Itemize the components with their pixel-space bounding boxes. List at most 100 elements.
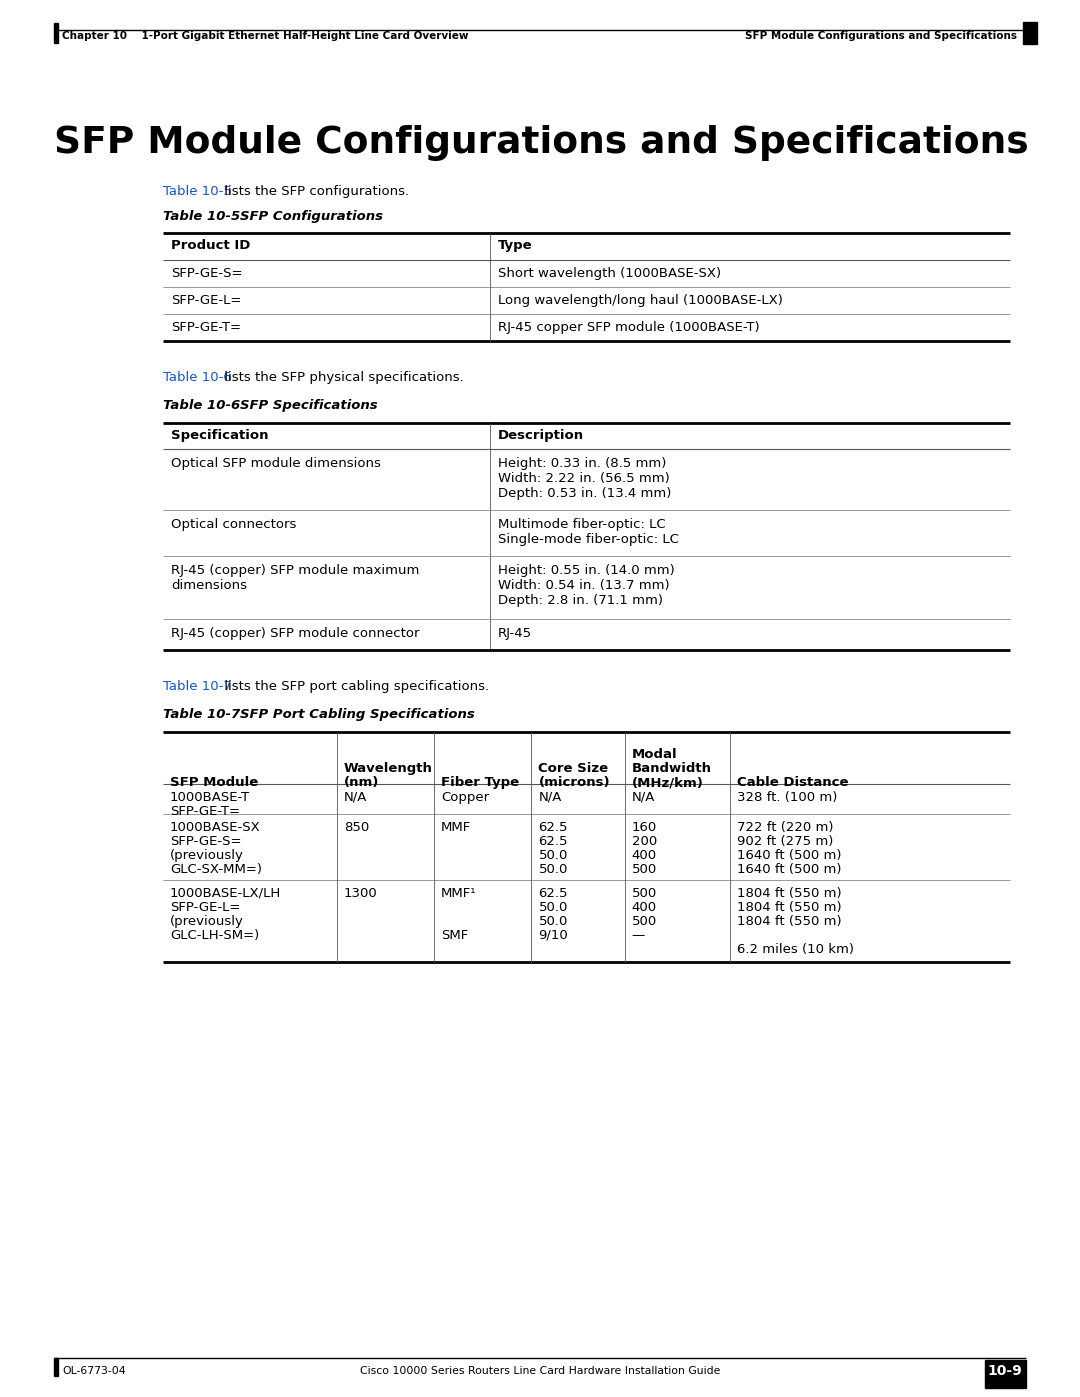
Text: Bandwidth: Bandwidth (632, 761, 712, 775)
Text: 400: 400 (632, 901, 657, 914)
Text: N/A: N/A (343, 791, 367, 805)
Text: Specification: Specification (171, 429, 269, 441)
Text: Modal: Modal (632, 747, 677, 761)
Text: Single-mode fiber-optic: LC: Single-mode fiber-optic: LC (498, 534, 679, 546)
Text: Width: 0.54 in. (13.7 mm): Width: 0.54 in. (13.7 mm) (498, 578, 670, 592)
Text: N/A: N/A (632, 791, 654, 805)
Text: 500: 500 (632, 863, 657, 876)
Text: MMF: MMF (441, 821, 471, 834)
Text: Short wavelength (1000BASE-SX): Short wavelength (1000BASE-SX) (498, 267, 721, 279)
Text: 1300: 1300 (343, 887, 377, 900)
Text: 62.5: 62.5 (539, 887, 568, 900)
Text: SFP Module Configurations and Specifications: SFP Module Configurations and Specificat… (745, 31, 1017, 41)
Text: SFP Port Cabling Specifications: SFP Port Cabling Specifications (240, 708, 475, 721)
Text: Multimode fiber-optic: LC: Multimode fiber-optic: LC (498, 518, 665, 531)
Text: Table 10-5: Table 10-5 (163, 184, 232, 198)
Text: GLC-SX-MM=): GLC-SX-MM=) (170, 863, 262, 876)
Text: N/A: N/A (539, 791, 562, 805)
Text: 50.0: 50.0 (539, 915, 568, 928)
Text: 328 ft. (100 m): 328 ft. (100 m) (738, 791, 838, 805)
Text: Table 10-6: Table 10-6 (163, 400, 240, 412)
Text: Wavelength: Wavelength (343, 761, 432, 775)
Text: Type: Type (498, 239, 532, 251)
Text: Product ID: Product ID (171, 239, 251, 251)
Text: Copper: Copper (441, 791, 489, 805)
Text: lists the SFP port cabling specifications.: lists the SFP port cabling specification… (220, 680, 489, 693)
Text: 50.0: 50.0 (539, 901, 568, 914)
Text: GLC-LH-SM=): GLC-LH-SM=) (170, 929, 259, 942)
Text: 9/10: 9/10 (539, 929, 568, 942)
Text: SFP-GE-T=: SFP-GE-T= (170, 805, 240, 819)
Text: SMF: SMF (441, 929, 469, 942)
Text: Table 10-5: Table 10-5 (163, 210, 240, 224)
Text: RJ-45: RJ-45 (498, 627, 532, 640)
Text: Core Size: Core Size (539, 761, 608, 775)
Text: 6.2 miles (10 km): 6.2 miles (10 km) (738, 943, 854, 956)
Text: 62.5: 62.5 (539, 835, 568, 848)
Text: Width: 2.22 in. (56.5 mm): Width: 2.22 in. (56.5 mm) (498, 472, 670, 485)
Bar (1023, 22, 1037, 43)
Text: MMF¹: MMF¹ (441, 887, 476, 900)
Text: 1640 ft (500 m): 1640 ft (500 m) (738, 849, 842, 862)
Text: (MHz/km): (MHz/km) (632, 775, 703, 789)
Text: 850: 850 (343, 821, 369, 834)
Text: SFP Specifications: SFP Specifications (240, 400, 378, 412)
Text: Table 10-7: Table 10-7 (163, 680, 232, 693)
Text: Table 10-7: Table 10-7 (163, 708, 240, 721)
Text: dimensions: dimensions (171, 578, 247, 592)
Text: Height: 0.55 in. (14.0 mm): Height: 0.55 in. (14.0 mm) (498, 564, 675, 577)
Text: SFP Module: SFP Module (170, 775, 258, 789)
Text: Depth: 0.53 in. (13.4 mm): Depth: 0.53 in. (13.4 mm) (498, 488, 672, 500)
Text: RJ-45 copper SFP module (1000BASE-T): RJ-45 copper SFP module (1000BASE-T) (498, 321, 759, 334)
Text: 1640 ft (500 m): 1640 ft (500 m) (738, 863, 842, 876)
Text: Fiber Type: Fiber Type (441, 775, 519, 789)
Text: (previously: (previously (170, 849, 244, 862)
Text: 1804 ft (550 m): 1804 ft (550 m) (738, 901, 842, 914)
Text: Depth: 2.8 in. (71.1 mm): Depth: 2.8 in. (71.1 mm) (498, 594, 663, 608)
Text: Long wavelength/long haul (1000BASE-LX): Long wavelength/long haul (1000BASE-LX) (498, 293, 783, 307)
Text: 62.5: 62.5 (539, 821, 568, 834)
Text: lists the SFP configurations.: lists the SFP configurations. (220, 184, 409, 198)
Text: lists the SFP physical specifications.: lists the SFP physical specifications. (220, 372, 463, 384)
Text: RJ-45 (copper) SFP module connector: RJ-45 (copper) SFP module connector (171, 627, 419, 640)
Text: (nm): (nm) (343, 775, 379, 789)
Bar (985, 1361, 1026, 1389)
Text: 10-9: 10-9 (987, 1363, 1023, 1377)
Text: 902 ft (275 m): 902 ft (275 m) (738, 835, 834, 848)
Text: Chapter 10    1-Port Gigabit Ethernet Half-Height Line Card Overview: Chapter 10 1-Port Gigabit Ethernet Half-… (62, 31, 469, 41)
Text: 400: 400 (632, 849, 657, 862)
Text: 722 ft (220 m): 722 ft (220 m) (738, 821, 834, 834)
Text: SFP Module Configurations and Specifications: SFP Module Configurations and Specificat… (54, 124, 1028, 161)
Text: SFP-GE-S=: SFP-GE-S= (170, 835, 242, 848)
Text: 1000BASE-SX: 1000BASE-SX (170, 821, 260, 834)
Text: 160: 160 (632, 821, 657, 834)
Text: 1804 ft (550 m): 1804 ft (550 m) (738, 915, 842, 928)
Text: 1804 ft (550 m): 1804 ft (550 m) (738, 887, 842, 900)
Text: —: — (632, 929, 645, 942)
Text: 1000BASE-LX/LH: 1000BASE-LX/LH (170, 887, 281, 900)
Text: Height: 0.33 in. (8.5 mm): Height: 0.33 in. (8.5 mm) (498, 457, 666, 469)
Text: 200: 200 (632, 835, 657, 848)
Text: Table 10-6: Table 10-6 (163, 372, 232, 384)
Text: Optical connectors: Optical connectors (171, 518, 296, 531)
Text: (previously: (previously (170, 915, 244, 928)
Text: Description: Description (498, 429, 584, 441)
Text: SFP-GE-T=: SFP-GE-T= (171, 321, 241, 334)
Text: 500: 500 (632, 887, 657, 900)
Text: 500: 500 (632, 915, 657, 928)
Text: Cisco 10000 Series Routers Line Card Hardware Installation Guide: Cisco 10000 Series Routers Line Card Har… (360, 1366, 720, 1376)
Text: (microns): (microns) (539, 775, 610, 789)
Text: OL-6773-04: OL-6773-04 (62, 1366, 125, 1376)
Text: 50.0: 50.0 (539, 863, 568, 876)
Text: Optical SFP module dimensions: Optical SFP module dimensions (171, 457, 381, 469)
Text: SFP-GE-S=: SFP-GE-S= (171, 267, 243, 279)
Bar (54, 22, 58, 43)
Text: Cable Distance: Cable Distance (738, 775, 849, 789)
Text: 50.0: 50.0 (539, 849, 568, 862)
Text: SFP-GE-L=: SFP-GE-L= (171, 293, 241, 307)
Text: RJ-45 (copper) SFP module maximum: RJ-45 (copper) SFP module maximum (171, 564, 419, 577)
Text: SFP-GE-L=: SFP-GE-L= (170, 901, 241, 914)
Text: SFP Configurations: SFP Configurations (240, 210, 383, 224)
Text: 1000BASE-T: 1000BASE-T (170, 791, 251, 805)
Bar (54, 1358, 58, 1376)
